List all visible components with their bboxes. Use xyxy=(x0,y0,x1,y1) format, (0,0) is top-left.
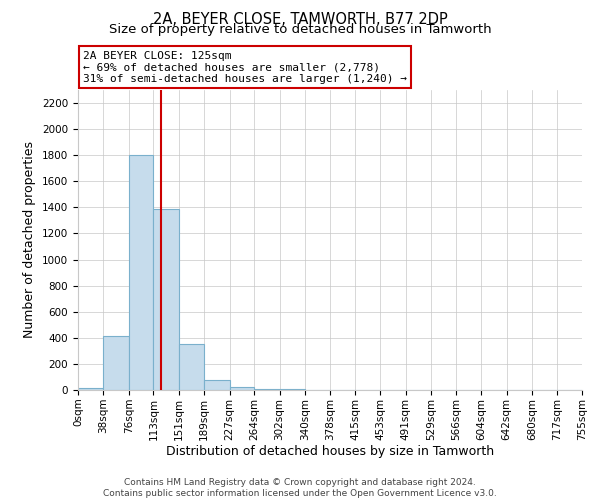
Text: 2A, BEYER CLOSE, TAMWORTH, B77 2DP: 2A, BEYER CLOSE, TAMWORTH, B77 2DP xyxy=(152,12,448,28)
X-axis label: Distribution of detached houses by size in Tamworth: Distribution of detached houses by size … xyxy=(166,446,494,458)
Bar xyxy=(230,386,254,390)
Text: Contains HM Land Registry data © Crown copyright and database right 2024.
Contai: Contains HM Land Registry data © Crown c… xyxy=(103,478,497,498)
Bar xyxy=(254,388,280,390)
Bar xyxy=(78,388,103,390)
Bar xyxy=(154,208,179,390)
Text: Size of property relative to detached houses in Tamworth: Size of property relative to detached ho… xyxy=(109,22,491,36)
Bar xyxy=(204,380,230,390)
Text: 2A BEYER CLOSE: 125sqm
← 69% of detached houses are smaller (2,778)
31% of semi-: 2A BEYER CLOSE: 125sqm ← 69% of detached… xyxy=(83,51,407,84)
Bar xyxy=(103,336,129,390)
Bar xyxy=(129,155,154,390)
Bar xyxy=(179,344,204,390)
Y-axis label: Number of detached properties: Number of detached properties xyxy=(23,142,37,338)
